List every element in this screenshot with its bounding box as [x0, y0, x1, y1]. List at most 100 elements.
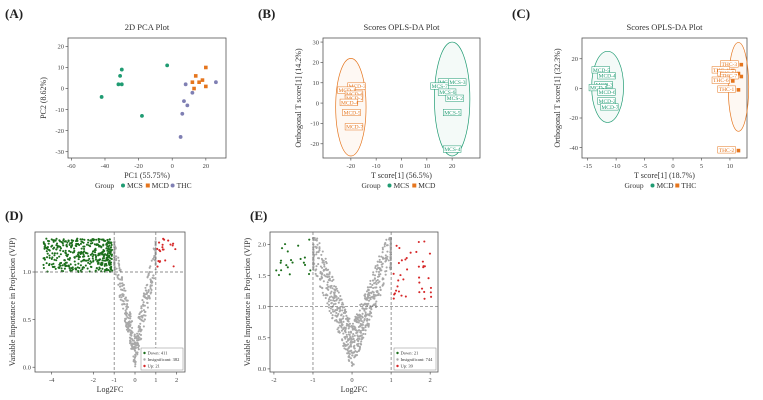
oplsda-b-xtick-label: 0: [400, 163, 403, 170]
volcano-e-point-insignificant: [359, 331, 363, 334]
volcano-e-point-insignificant: [318, 277, 322, 281]
volcano-d-point-insignificant: [137, 330, 140, 333]
volcano-d-point-down: [68, 257, 72, 260]
volcano-e-point-down: [303, 256, 306, 259]
volcano-e-point-insignificant: [364, 332, 367, 336]
volcano-d-point-up: [158, 249, 161, 252]
volcano-e-point-down: [303, 263, 307, 267]
volcano-d-point-insignificant: [118, 295, 121, 299]
volcano-e-point-insignificant: [357, 319, 361, 322]
volcano-e-point-insignificant: [331, 308, 334, 311]
pca-point-mcs: [116, 82, 121, 87]
volcano-d-point-insignificant: [147, 273, 150, 276]
volcano-d-point-down: [99, 263, 102, 266]
volcano-e-point-insignificant: [372, 279, 375, 282]
volcano-e-point-up: [395, 244, 398, 247]
volcano-d-point-insignificant: [149, 285, 152, 288]
volcano-d-point-down: [74, 267, 77, 270]
volcano-d-legend-marker: [143, 364, 146, 368]
volcano-e-point-insignificant: [336, 320, 339, 323]
volcano-d-point-down: [92, 250, 95, 253]
oplsda-c-point-label: THC-6: [711, 76, 731, 84]
volcano-d-point-down: [56, 256, 59, 260]
volcano-d-point-insignificant: [143, 318, 147, 321]
volcano-d-point-insignificant: [150, 259, 153, 262]
volcano-e-point-insignificant: [315, 274, 318, 277]
oplsda-b-point-label-text: MCS-2: [447, 96, 463, 102]
pca-legend-title: Group: [95, 181, 114, 190]
volcano-d-point-down: [48, 264, 51, 267]
volcano-d-point-down: [45, 250, 48, 253]
volcano-e-point-insignificant: [348, 325, 351, 328]
volcano-e-point-insignificant: [315, 253, 318, 256]
volcano-e-point-insignificant: [331, 276, 334, 279]
volcano-e-point-insignificant: [342, 342, 345, 345]
volcano-d-point-insignificant: [126, 316, 129, 319]
volcano-d-point-down: [107, 245, 110, 248]
volcano-e-point-insignificant: [389, 264, 392, 267]
volcano-e-point-insignificant: [364, 326, 367, 329]
volcano-d-point-down: [109, 268, 113, 271]
volcano-e-point-down: [285, 264, 288, 267]
volcano-e-point-insignificant: [345, 317, 348, 320]
volcano-d-legend-item: Insignificant: 382: [148, 357, 180, 362]
volcano-d-point-insignificant: [137, 346, 140, 349]
volcano-e-point-insignificant: [385, 269, 388, 273]
volcano-e-point-insignificant: [322, 294, 325, 297]
volcano-d-point-down: [68, 243, 71, 246]
volcano-e-point-insignificant: [386, 250, 389, 253]
volcano-e-point-down: [284, 243, 287, 246]
volcano-d-point-down: [101, 251, 104, 254]
volcano-e-point-down: [288, 273, 291, 276]
volcano-d-point-down: [63, 259, 66, 262]
pca-point-mcs: [119, 67, 124, 72]
volcano-d-point-insignificant: [139, 333, 143, 337]
oplsda-b-legend-title: Group: [362, 181, 381, 190]
volcano-e-point-insignificant: [364, 324, 367, 327]
oplsda-c-ytick-label: -20: [569, 115, 578, 122]
volcano-e-point-down: [299, 257, 302, 261]
volcano-d-point-down: [48, 254, 51, 257]
volcano-e-point-up: [393, 292, 396, 295]
oplsda-c-plot-frame: [581, 37, 748, 159]
pca-point-thc: [182, 99, 186, 104]
volcano-d-point-down: [102, 238, 105, 241]
volcano-d-point-insignificant: [136, 332, 139, 335]
volcano-e-point-insignificant: [367, 302, 370, 305]
oplsda-b-point-label-box: [342, 109, 361, 117]
volcano-d-point-up: [156, 265, 159, 268]
volcano-e-point-up: [422, 265, 425, 268]
volcano-e-point-insignificant: [339, 309, 342, 312]
volcano-d-point-down: [77, 269, 80, 273]
volcano-e-point-insignificant: [364, 315, 367, 318]
volcano-e-legend-marker: [396, 364, 399, 368]
volcano-e-point-insignificant: [338, 306, 341, 309]
volcano-d-point-up: [172, 265, 175, 268]
volcano-d-point-down: [88, 257, 91, 260]
volcano-e-point-insignificant: [386, 255, 389, 258]
volcano-d-xtick-label: 1: [154, 377, 157, 384]
volcano-d-point-insignificant: [140, 318, 143, 322]
volcano-d-point-down: [84, 251, 87, 254]
volcano-d-point-down: [82, 253, 85, 256]
oplsda-b-xtick-label: 10: [424, 163, 431, 170]
volcano-d-point-down: [62, 244, 65, 247]
volcano-e-point-up: [418, 281, 421, 284]
volcano-e-xtick-label: -2: [271, 377, 276, 384]
volcano-e-point-insignificant: [354, 329, 357, 332]
oplsda-c-ytick-label: 0: [575, 86, 578, 93]
volcano-e-point-insignificant: [357, 340, 360, 343]
volcano-e-point-up: [392, 272, 395, 275]
volcano-d-point-insignificant: [141, 299, 144, 302]
volcano-d-point-insignificant: [147, 296, 151, 299]
volcano-e-legend-item: Up: 39: [401, 364, 414, 369]
volcano-e-point-insignificant: [347, 331, 350, 334]
volcano-e-point-insignificant: [345, 310, 348, 313]
volcano-e-point-insignificant: [312, 254, 316, 257]
volcano-e-point-insignificant: [320, 257, 323, 261]
volcano-e-point-insignificant: [329, 285, 332, 288]
volcano-d-point-insignificant: [143, 304, 146, 307]
oplsda-c-point-thc: [739, 74, 744, 79]
volcano-d-point-insignificant: [145, 289, 148, 292]
volcano-e-point-insignificant: [361, 312, 364, 315]
